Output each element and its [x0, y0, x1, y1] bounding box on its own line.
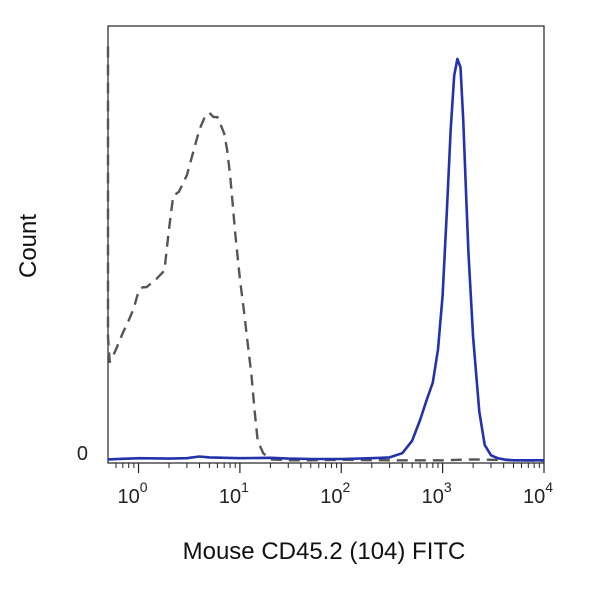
- axis-ticks: [115, 463, 545, 473]
- y-tick-label: 0: [77, 443, 88, 465]
- x-tick-label: 103: [422, 479, 452, 508]
- x-tick-label: 104: [523, 479, 553, 508]
- series-line-stained-solid: [107, 57, 544, 462]
- x-axis-title: Mouse CD45.2 (104) FITC: [183, 538, 466, 565]
- tick-labels: 100 101 102 103 104 0: [77, 443, 553, 508]
- series-line-control-dashed: [106, 46, 545, 462]
- series-layer: [106, 46, 545, 462]
- x-tick-label: 100: [117, 479, 147, 508]
- y-axis-title: Count: [15, 214, 42, 278]
- x-tick-label: 102: [320, 479, 350, 508]
- x-tick-label: 101: [219, 479, 249, 508]
